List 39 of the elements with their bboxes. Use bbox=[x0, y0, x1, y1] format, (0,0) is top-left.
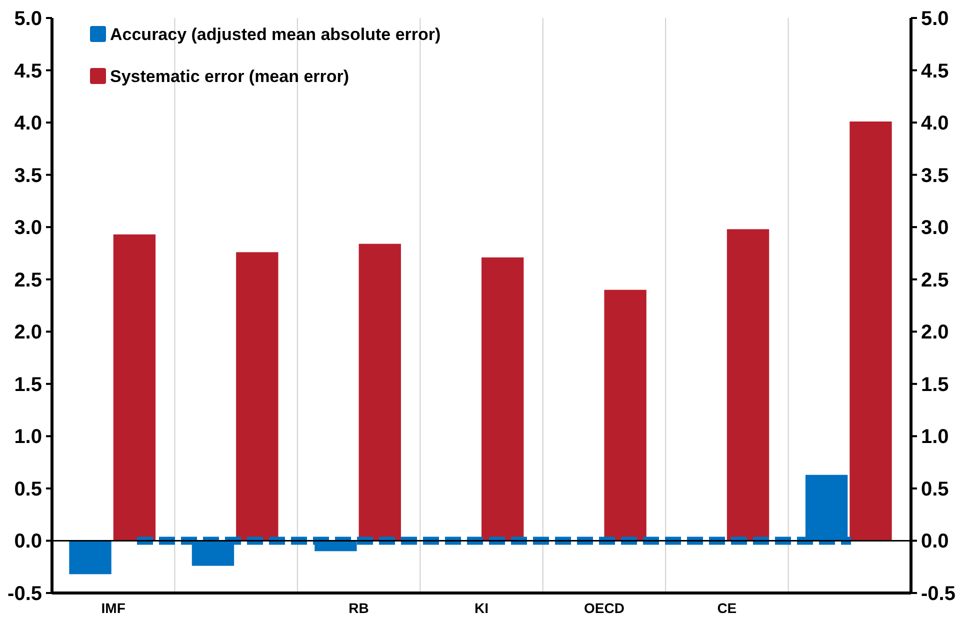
bar bbox=[726, 229, 770, 541]
y2-tick-label: 4.0 bbox=[921, 112, 949, 135]
y-tick-label: 1.0 bbox=[14, 426, 42, 448]
y-tick-label: 4.0 bbox=[14, 112, 42, 135]
bar bbox=[604, 290, 646, 541]
y-tick-label: 5.0 bbox=[14, 8, 42, 30]
x-tick-label: RB bbox=[348, 600, 369, 616]
y-tick-label: 0.5 bbox=[14, 478, 42, 500]
x-tick-label: CE bbox=[717, 600, 737, 616]
y2-tick-label: 0.5 bbox=[921, 478, 949, 500]
legend-label: Systematic error (mean error) bbox=[110, 66, 350, 86]
bar bbox=[236, 252, 278, 541]
y2-tick-label: 0.0 bbox=[921, 530, 949, 553]
x-tick-label: KI bbox=[474, 600, 488, 616]
y2-tick-label: 2.0 bbox=[921, 322, 949, 344]
y-tick-label: 0.0 bbox=[14, 530, 42, 553]
bar bbox=[69, 540, 112, 574]
y-tick-label: 3.0 bbox=[14, 217, 42, 240]
y2-tick-label: 1.0 bbox=[921, 426, 949, 448]
bar bbox=[358, 244, 401, 541]
y2-tick-label: 2.5 bbox=[921, 269, 949, 292]
y2-tick-label: -0.5 bbox=[921, 583, 956, 605]
y-tick-label: 1.5 bbox=[14, 374, 42, 396]
y2-tick-label: 3.5 bbox=[921, 164, 949, 187]
y-tick-label: -0.5 bbox=[8, 583, 42, 605]
y2-tick-label: 4.5 bbox=[921, 60, 949, 82]
bar bbox=[113, 234, 156, 541]
bar bbox=[482, 257, 524, 541]
y-tick-label: 2.0 bbox=[14, 322, 42, 344]
y-tick-label: 4.5 bbox=[14, 60, 42, 82]
x-tick-label: IMF bbox=[101, 600, 126, 616]
y2-tick-label: 3.0 bbox=[921, 217, 949, 240]
y-tick-label: 3.5 bbox=[14, 164, 42, 187]
legend-label: Accuracy (adjusted mean absolute error) bbox=[110, 24, 441, 44]
x-tick-label: OECD bbox=[584, 600, 624, 616]
y2-tick-label: 5.0 bbox=[921, 8, 949, 30]
bar bbox=[850, 122, 892, 541]
y-tick-label: 2.5 bbox=[14, 269, 42, 292]
y2-tick-label: 1.5 bbox=[921, 374, 949, 396]
